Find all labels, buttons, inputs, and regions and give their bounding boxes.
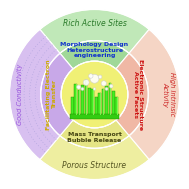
Text: Mass Transport
Bubble Release: Mass Transport Bubble Release — [67, 132, 122, 143]
Circle shape — [83, 80, 89, 85]
Text: Morphology Design
Heterostructure
engineering: Morphology Design Heterostructure engine… — [60, 42, 129, 58]
Wedge shape — [41, 53, 73, 136]
Bar — [100, 93, 101, 115]
Bar — [85, 80, 87, 115]
Bar — [76, 84, 77, 115]
Bar — [117, 97, 118, 115]
Bar — [102, 89, 104, 115]
Wedge shape — [129, 29, 180, 160]
Bar — [112, 91, 115, 115]
Bar — [91, 89, 94, 115]
Text: High Intrinsic
Activity: High Intrinsic Activity — [162, 72, 175, 117]
Text: Porous Structure: Porous Structure — [62, 161, 127, 170]
Bar — [86, 80, 87, 115]
Circle shape — [90, 74, 99, 83]
Bar — [71, 97, 74, 115]
Text: Rich Active Sites: Rich Active Sites — [63, 19, 126, 28]
Circle shape — [101, 81, 106, 86]
Bar — [98, 93, 101, 115]
Wedge shape — [60, 41, 129, 69]
Text: Facilitating Electron
Transfer: Facilitating Electron Transfer — [46, 59, 57, 130]
Text: Electronic Structure
Active Facets: Electronic Structure Active Facets — [133, 59, 143, 130]
Bar — [78, 90, 80, 115]
Circle shape — [105, 88, 108, 90]
Bar — [105, 86, 108, 115]
Circle shape — [109, 84, 113, 88]
Circle shape — [77, 85, 81, 89]
Bar — [81, 85, 84, 115]
Circle shape — [61, 61, 128, 128]
Bar — [103, 89, 104, 115]
Circle shape — [98, 75, 102, 79]
Wedge shape — [40, 136, 149, 180]
Bar — [110, 83, 111, 115]
Wedge shape — [9, 29, 60, 160]
Wedge shape — [116, 53, 148, 136]
Bar — [70, 114, 119, 119]
Bar — [95, 97, 98, 115]
Bar — [74, 84, 77, 115]
Circle shape — [89, 74, 93, 78]
Bar — [109, 83, 111, 115]
Bar — [79, 90, 80, 115]
Text: Good Conductivity: Good Conductivity — [17, 64, 23, 125]
Bar — [88, 88, 91, 115]
Wedge shape — [60, 120, 129, 148]
Circle shape — [81, 88, 84, 90]
Wedge shape — [40, 9, 149, 53]
Bar — [93, 89, 94, 115]
Circle shape — [93, 88, 96, 90]
Bar — [115, 97, 118, 115]
